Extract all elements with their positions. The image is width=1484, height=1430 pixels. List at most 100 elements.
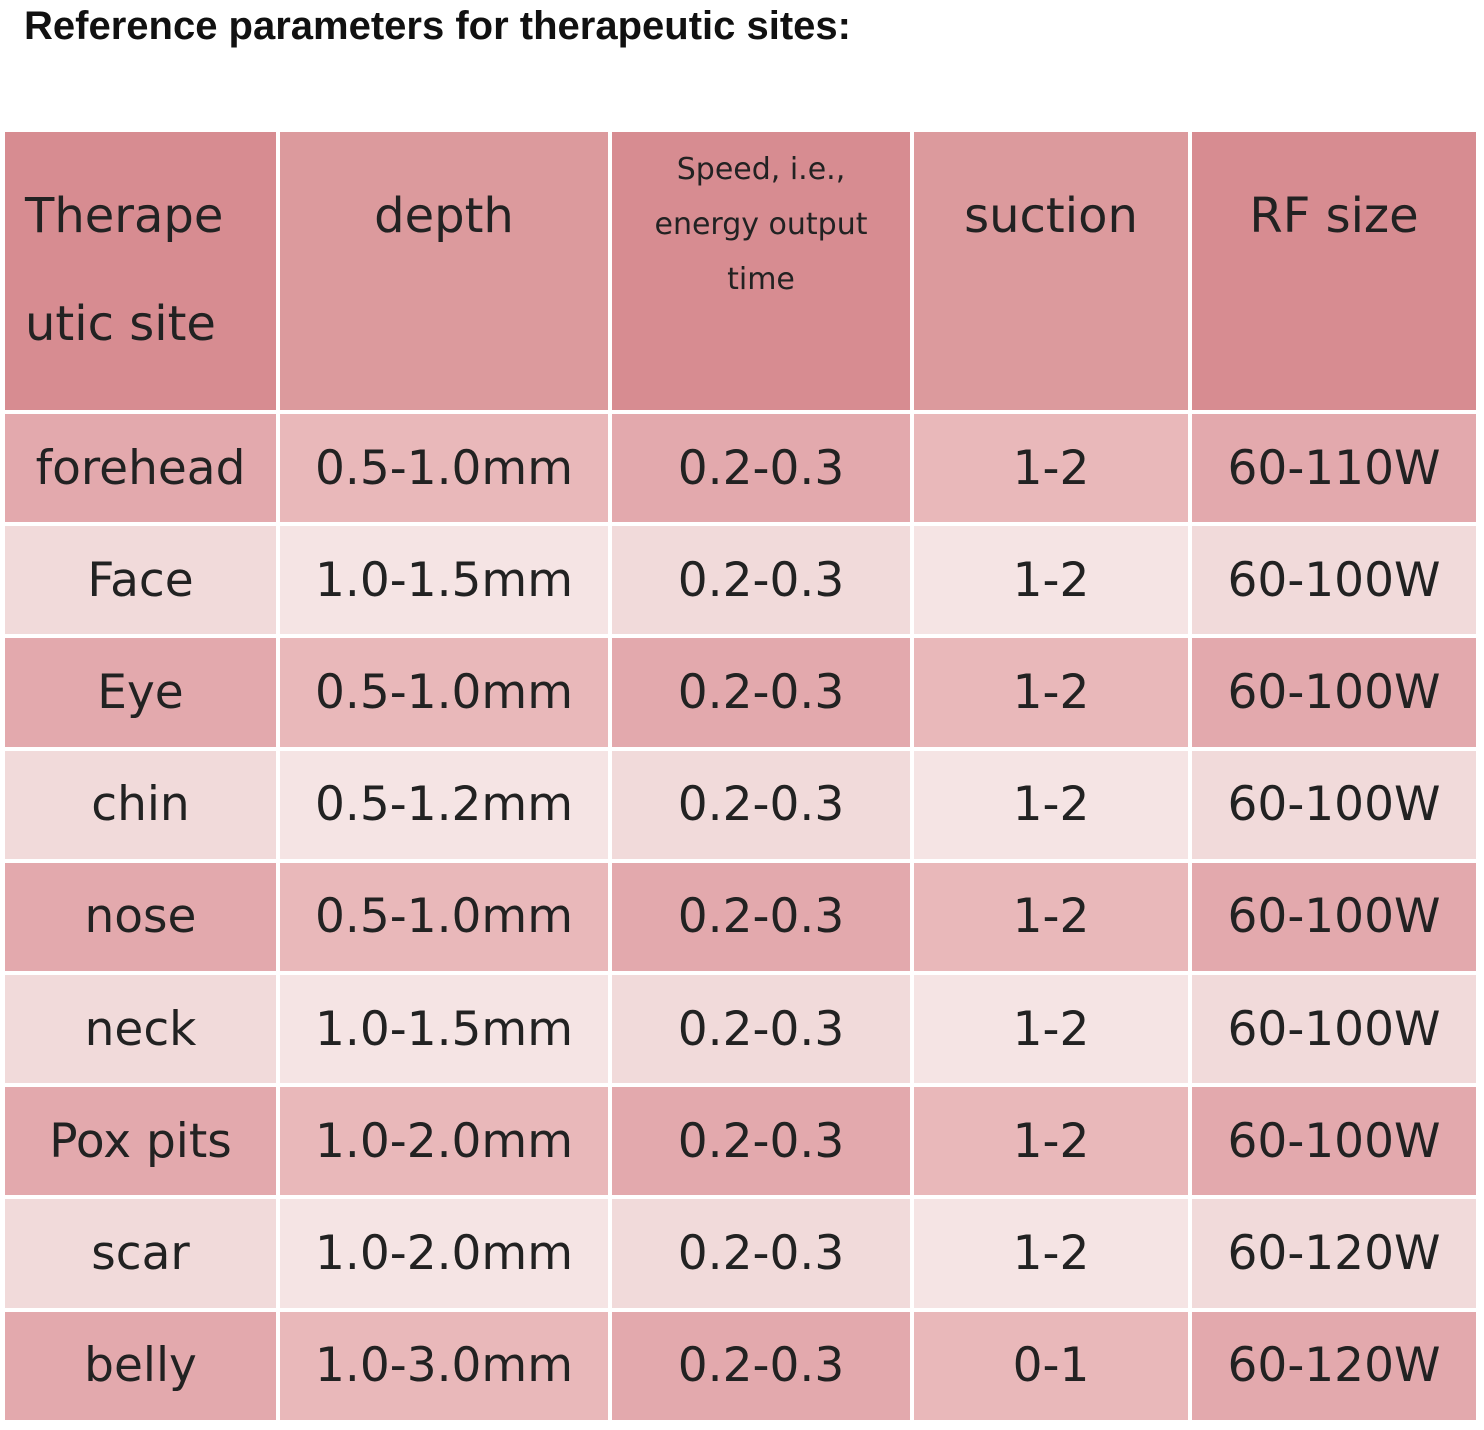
table-cell: 1-2 [914,1199,1188,1308]
header-cell: Therape utic site [5,132,276,410]
cell-text: neck [84,1001,197,1057]
table-cell: scar [5,1199,276,1308]
table-cell: 60-110W [1192,414,1476,523]
cell-text: 0-1 [1012,1338,1090,1394]
table-cell: 0.2-0.3 [612,414,910,523]
table-cell: 60-120W [1192,1311,1476,1420]
header-text: RF size [1249,188,1419,244]
cell-text: 0.2-0.3 [677,1113,845,1169]
table-cell: 0.5-1.0mm [280,638,608,747]
cell-text: belly [84,1338,197,1394]
table-cell: 1.0-1.5mm [280,526,608,635]
table-cell: 1.0-1.5mm [280,975,608,1084]
header-text: depth [374,188,514,244]
table-cell: 1-2 [914,975,1188,1084]
cell-text: 1.0-3.0mm [314,1338,574,1394]
cell-text: 60-120W [1227,1225,1441,1281]
header-text: utic site [25,296,216,352]
table-cell: 1-2 [914,526,1188,635]
header-text: energy output [654,207,868,242]
table-cell: 0.5-1.0mm [280,862,608,971]
table-cell: neck [5,975,276,1084]
cell-text: 60-100W [1227,1113,1441,1169]
cell-text: Pox pits [49,1113,232,1169]
cell-text: 1-2 [1012,777,1090,833]
table-cell: 1-2 [914,638,1188,747]
table-cell: 0.2-0.3 [612,750,910,859]
cell-text: 0.5-1.0mm [314,889,574,945]
cell-text: 0.2-0.3 [677,1001,845,1057]
table-cell: 60-100W [1192,526,1476,635]
cell-text: forehead [35,440,246,496]
table-cell: 0.5-1.0mm [280,414,608,523]
table-cell: 0.2-0.3 [612,1087,910,1196]
cell-text: 60-100W [1227,777,1441,833]
table-cell: 0.2-0.3 [612,1199,910,1308]
table-cell: 1-2 [914,750,1188,859]
cell-text: 60-100W [1227,1001,1441,1057]
cell-text: scar [91,1225,190,1281]
cell-text: 0.2-0.3 [677,664,845,720]
table-cell: 0.2-0.3 [612,975,910,1084]
table-cell: belly [5,1311,276,1420]
cell-text: 0.5-1.0mm [314,664,574,720]
cell-text: 1-2 [1012,664,1090,720]
cell-text: 1.0-1.5mm [314,552,574,608]
cell-text: 1-2 [1012,889,1090,945]
cell-text: Face [87,552,194,608]
table-cell: 60-100W [1192,638,1476,747]
table-cell: 1-2 [914,862,1188,971]
table-cell: 1.0-3.0mm [280,1311,608,1420]
cell-text: 0.2-0.3 [677,889,845,945]
cell-text: 60-100W [1227,664,1441,720]
table-cell: 1.0-2.0mm [280,1087,608,1196]
cell-text: 1-2 [1012,1001,1090,1057]
cell-text: 1-2 [1012,1225,1090,1281]
header-text: Therape [25,188,224,244]
cell-text: 1-2 [1012,440,1090,496]
cell-text: 1.0-1.5mm [314,1001,574,1057]
table-cell: 60-100W [1192,750,1476,859]
cell-text: 60-110W [1227,440,1441,496]
cell-text: 1.0-2.0mm [314,1225,574,1281]
cell-text: 60-100W [1227,889,1441,945]
header-cell: Speed, i.e., energy output time [612,132,910,410]
cell-text: nose [84,889,197,945]
table-cell: 60-100W [1192,862,1476,971]
table-cell: 60-120W [1192,1199,1476,1308]
table-cell: 0.2-0.3 [612,1311,910,1420]
table-cell: 60-100W [1192,975,1476,1084]
table-cell: 0.2-0.3 [612,862,910,971]
cell-text: chin [91,777,190,833]
cell-text: 0.2-0.3 [677,1225,845,1281]
table-cell: chin [5,750,276,859]
cell-text: 0.2-0.3 [677,777,845,833]
cell-text: 1.0-2.0mm [314,1113,574,1169]
cell-text: 1-2 [1012,1113,1090,1169]
cell-text: 60-100W [1227,552,1441,608]
cell-text: 0.5-1.2mm [314,777,574,833]
table-cell: Eye [5,638,276,747]
table-cell: 1-2 [914,414,1188,523]
header-text: Speed, i.e., [676,152,846,187]
cell-text: 60-120W [1227,1338,1441,1394]
table-cell: 60-100W [1192,1087,1476,1196]
cell-text: 0.2-0.3 [677,440,845,496]
table-cell: 0.5-1.2mm [280,750,608,859]
header-text: time [727,262,795,297]
table-cell: Face [5,526,276,635]
page-title: Reference parameters for therapeutic sit… [24,4,851,48]
table-cell: 0.2-0.3 [612,526,910,635]
cell-text: 0.5-1.0mm [314,440,574,496]
table-cell: 0-1 [914,1311,1188,1420]
table-cell: 0.2-0.3 [612,638,910,747]
header-cell: RF size [1192,132,1476,410]
cell-text: 1-2 [1012,552,1090,608]
table-cell: Pox pits [5,1087,276,1196]
header-cell: suction [914,132,1188,410]
header-cell: depth [280,132,608,410]
cell-text: Eye [97,664,184,720]
header-text: suction [964,188,1138,244]
table-cell: 1.0-2.0mm [280,1199,608,1308]
